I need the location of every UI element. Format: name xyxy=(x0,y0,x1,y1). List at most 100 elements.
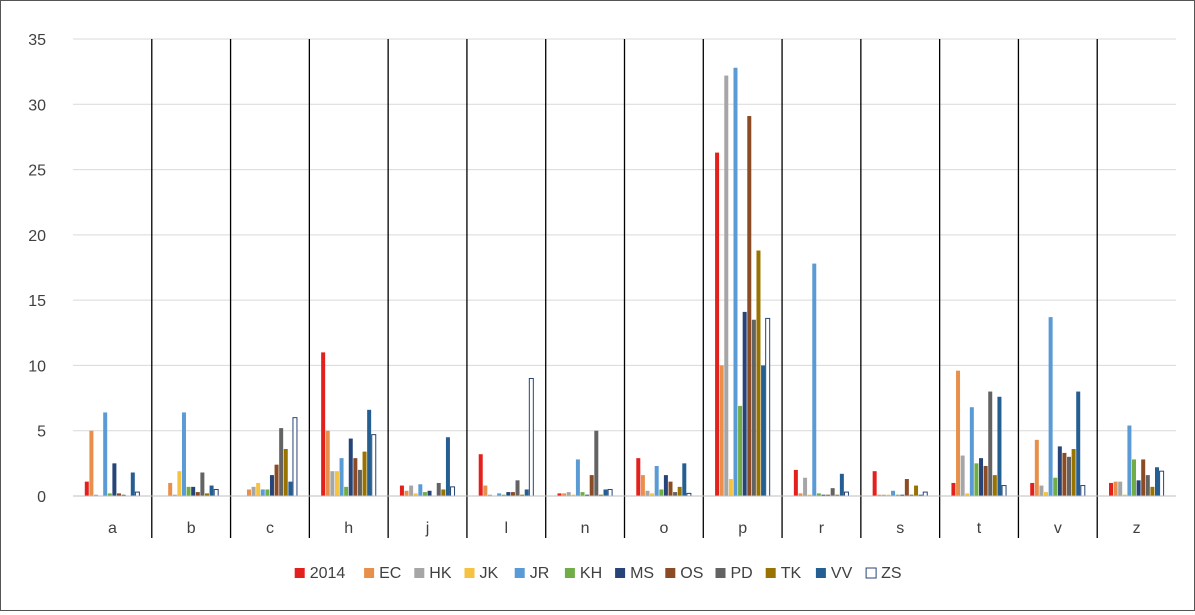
bar-vv-z xyxy=(1155,467,1160,496)
bar-os-z xyxy=(1141,459,1146,496)
x-tick-label: a xyxy=(108,520,117,537)
bar-2014-a xyxy=(84,481,89,496)
bar-vv-r xyxy=(839,473,844,496)
bar-tk-z xyxy=(1150,486,1155,496)
bar-vv-n xyxy=(603,489,608,496)
bar-hk-c xyxy=(251,486,256,496)
bar-kh-b xyxy=(186,486,191,496)
bar-zs-r xyxy=(843,491,849,497)
x-tick-label: v xyxy=(1054,520,1062,537)
legend-swatch xyxy=(364,568,375,578)
bar-os-v xyxy=(1062,452,1067,496)
bar-hk-z xyxy=(1118,481,1123,496)
bar-ec-o xyxy=(640,475,645,496)
x-tick-label: p xyxy=(738,520,747,537)
bar-os-l xyxy=(510,492,515,496)
legend-swatch xyxy=(815,568,826,578)
bar-kh-t xyxy=(974,463,979,496)
legend-swatch xyxy=(665,568,676,578)
bar-pd-z xyxy=(1145,475,1150,496)
legend-label: VV xyxy=(831,565,853,582)
bar-zs-z xyxy=(1159,470,1165,497)
bar-2014-v xyxy=(1030,482,1035,496)
bar-jk-v xyxy=(1044,492,1049,496)
bar-os-c xyxy=(274,464,279,496)
bar-jr-v xyxy=(1048,317,1053,496)
bar-pd-l xyxy=(515,480,520,496)
bar-ec-a xyxy=(89,430,94,496)
bar-kh-p xyxy=(738,405,743,496)
bar-jr-s xyxy=(891,490,896,496)
x-tick-label: o xyxy=(659,520,668,537)
y-tick-label: 30 xyxy=(28,97,46,114)
bar-ec-n xyxy=(562,493,567,496)
bar-os-b xyxy=(195,492,200,496)
legend-swatch xyxy=(564,568,575,578)
bar-ec-s xyxy=(877,494,882,496)
bar-os-t xyxy=(983,465,988,496)
bar-hk-t xyxy=(960,455,965,496)
bar-zs-h xyxy=(371,434,377,497)
bar-jk-z xyxy=(1122,494,1127,496)
legend-swatch xyxy=(765,568,776,578)
bar-ec-c xyxy=(246,489,251,496)
bar-vv-s xyxy=(918,494,923,496)
bar-vv-p xyxy=(761,365,766,496)
bar-tk-j xyxy=(441,489,446,496)
bar-pd-h xyxy=(357,469,362,496)
legend-label: EC xyxy=(379,565,401,582)
bar-vv-h xyxy=(367,409,372,496)
bar-vv-c xyxy=(288,481,293,496)
legend-swatch xyxy=(294,568,305,578)
bar-vv-o xyxy=(682,463,687,496)
bar-ms-s xyxy=(900,494,905,496)
legend-label: MS xyxy=(630,565,654,582)
y-tick-label: 5 xyxy=(37,424,46,441)
bar-pd-n xyxy=(594,430,599,496)
bar-os-p xyxy=(747,116,752,496)
legend-swatch xyxy=(715,568,726,578)
bar-jk-h xyxy=(334,471,339,496)
bar-vv-t xyxy=(997,396,1002,496)
bar-2014-t xyxy=(951,482,956,496)
bar-hk-p xyxy=(724,75,729,496)
bar-tk-p xyxy=(756,250,761,496)
bar-kh-v xyxy=(1053,477,1058,496)
bar-2014-n xyxy=(557,493,562,496)
bar-jk-n xyxy=(571,494,576,496)
legend-label: OS xyxy=(680,565,703,582)
x-tick-label: j xyxy=(425,520,430,537)
bar-ec-t xyxy=(956,370,961,496)
bar-jk-o xyxy=(650,493,655,496)
bar-jr-h xyxy=(339,458,344,496)
x-tick-label: b xyxy=(187,520,196,537)
bar-zs-c xyxy=(292,417,298,497)
bar-jk-s xyxy=(886,494,891,496)
bar-vv-a xyxy=(130,472,135,496)
bar-jr-j xyxy=(418,484,423,496)
legend-label: ZS xyxy=(881,565,901,582)
bar-tk-o xyxy=(677,486,682,496)
legend-label: JR xyxy=(530,565,550,582)
x-tick-label: l xyxy=(505,520,509,537)
bar-hk-v xyxy=(1039,485,1044,496)
bar-ec-v xyxy=(1034,439,1039,496)
bar-2014-o xyxy=(636,458,641,496)
bar-ms-j xyxy=(427,490,432,496)
bar-ms-z xyxy=(1136,480,1141,496)
legend-label: TK xyxy=(781,565,802,582)
bar-jr-c xyxy=(260,489,265,496)
x-tick-label: z xyxy=(1133,520,1141,537)
bar-zs-p xyxy=(765,317,771,497)
x-tick-label: h xyxy=(344,520,353,537)
bar-kh-o xyxy=(659,489,664,496)
y-tick-label: 20 xyxy=(28,228,46,245)
y-tick-label: 25 xyxy=(28,163,46,180)
bar-jk-b xyxy=(177,471,182,496)
x-tick-label: s xyxy=(896,520,904,537)
bar-2014-j xyxy=(399,485,404,496)
bar-pd-j xyxy=(436,482,441,496)
bar-2014-r xyxy=(793,469,798,496)
bar-ms-t xyxy=(979,458,984,496)
